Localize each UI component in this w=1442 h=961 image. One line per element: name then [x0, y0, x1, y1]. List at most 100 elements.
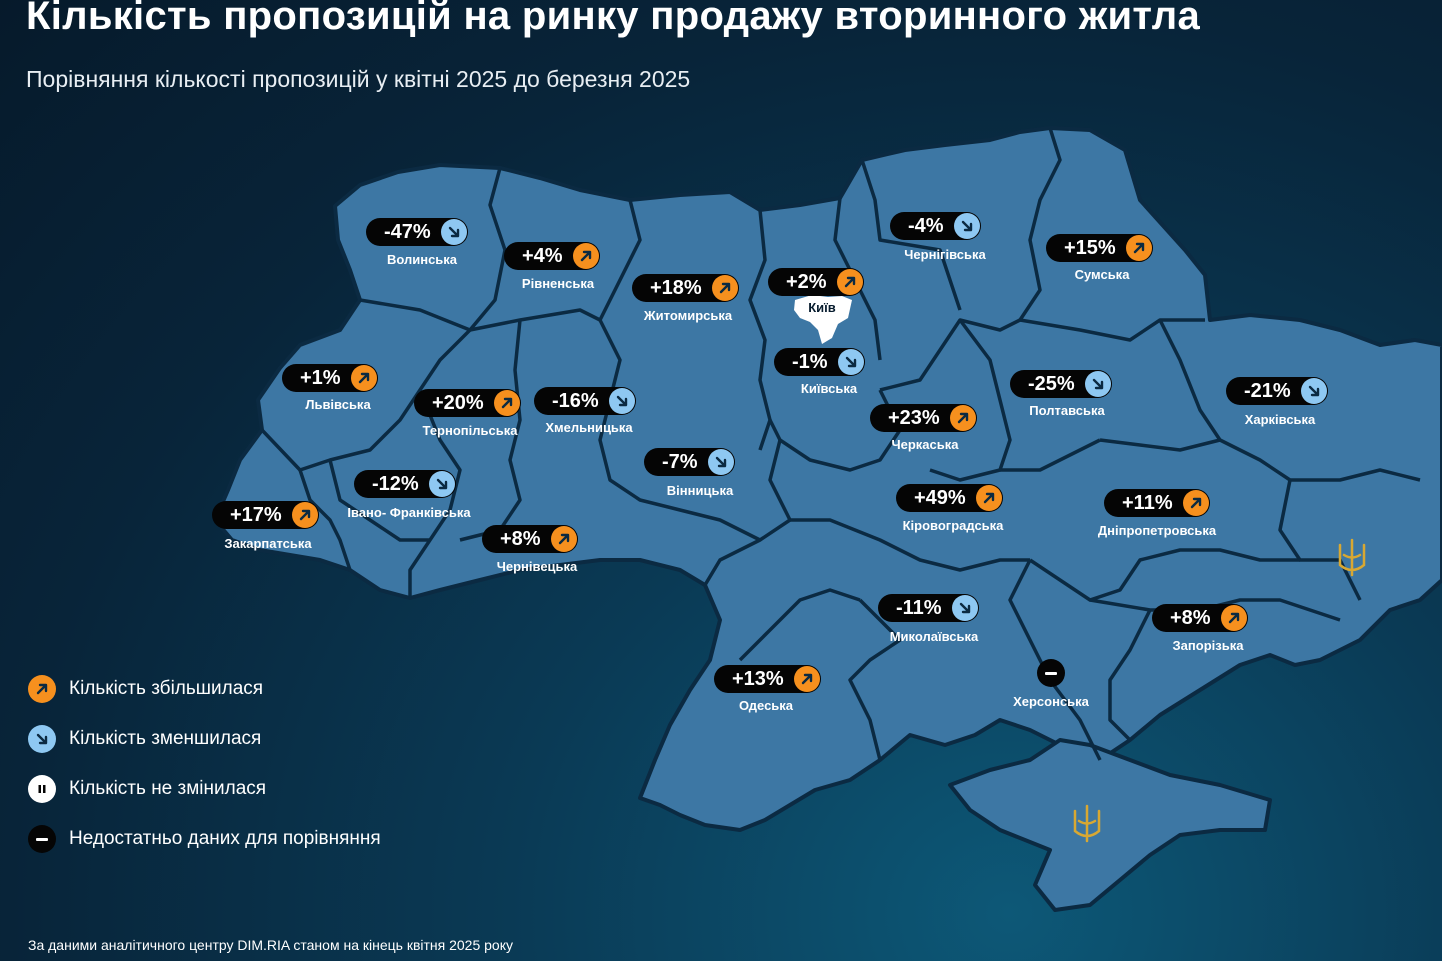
legend-label: Кількість зменшилася [69, 728, 262, 749]
badge-kharkivska: -21% [1226, 377, 1328, 405]
region-name: Сумська [1074, 267, 1130, 282]
legend-item-nodata: Недостатньо даних для порівняння [28, 814, 381, 864]
region-value: +1% [300, 366, 341, 389]
region-value: +11% [1122, 491, 1173, 514]
region-value: -12% [372, 472, 419, 495]
badge-ternopilska: +20% [414, 389, 521, 417]
arrow-down-right-icon [608, 388, 635, 414]
region-name: Вінницька [666, 483, 734, 498]
region-value: -7% [662, 450, 698, 473]
badge-khmelnytska: -16% [534, 387, 636, 415]
region-value: +13% [732, 667, 784, 690]
badge-sumska: +15% [1046, 234, 1153, 262]
region-value: +4% [522, 244, 563, 267]
arrow-down-right-icon [1300, 378, 1327, 404]
badge-chernivetska: +8% [482, 525, 578, 553]
badge-zaporizka: +8% [1152, 604, 1248, 632]
arrow-up-right-icon [975, 485, 1002, 511]
region-name: Запорізька [1172, 638, 1244, 653]
minus-icon [1037, 659, 1065, 687]
region-name: Чернігівська [904, 247, 986, 262]
badge-poltavska: -25% [1010, 370, 1112, 398]
pause-icon [28, 775, 56, 803]
legend-label: Кількість не змінилася [69, 778, 267, 799]
legend-item-increase: Кількість збільшилася [28, 664, 381, 714]
arrow-up-right-icon [1220, 605, 1247, 631]
page-title: Кількість пропозицій на ринку продажу вт… [26, 0, 1200, 38]
arrow-down-right-icon [707, 449, 734, 475]
region-value: -4% [908, 214, 944, 237]
badge-kirovohradska: +49% [896, 484, 1003, 512]
legend-label: Кількість збільшилася [69, 678, 264, 699]
region-name: Кіровоградська [902, 518, 1004, 533]
arrow-down-right-icon [440, 219, 467, 245]
arrow-down-right-icon [953, 213, 980, 239]
arrow-up-right-icon [493, 390, 520, 416]
region-name: Тернопільська [422, 423, 518, 438]
badge-kyivska: -1% [774, 348, 865, 376]
region-value: -11% [896, 596, 942, 619]
region-value: +49% [914, 486, 966, 509]
region-value: -47% [384, 220, 431, 243]
arrow-up-right-icon [350, 365, 377, 391]
trident-icon [1338, 538, 1366, 577]
arrow-down-right-icon [951, 595, 978, 621]
badge-zakarpatska: +17% [212, 501, 319, 529]
arrow-up-right-icon [1125, 235, 1152, 261]
region-value: +2% [786, 270, 827, 293]
region-value: +8% [500, 527, 541, 550]
badge-kyiv: +2% [768, 268, 864, 296]
region-value: +17% [230, 503, 282, 526]
legend-label: Недостатньо даних для порівняння [69, 828, 381, 849]
badge-rivnenska: +4% [504, 242, 600, 270]
kyiv-city-shape [794, 295, 852, 344]
minus-icon [28, 825, 56, 853]
region-name: Одеська [738, 698, 794, 713]
region-name: Київська [800, 381, 858, 396]
arrow-up-right-icon [949, 405, 976, 431]
arrow-up-right-icon [793, 666, 820, 692]
region-name: Хмельницька [545, 420, 633, 435]
region-value: +8% [1170, 606, 1211, 629]
region-name: Волинська [386, 252, 458, 267]
region-name: Харківська [1244, 412, 1316, 427]
region-value: +20% [432, 391, 484, 414]
region-value: -25% [1028, 372, 1075, 395]
region-name: Рівненська [521, 276, 595, 291]
legend-item-unchanged: Кількість не змінилася [28, 764, 381, 814]
arrow-down-right-icon [28, 725, 56, 753]
trident-icon [1073, 804, 1101, 843]
region-value: -1% [792, 350, 828, 373]
badge-odeska: +13% [714, 665, 821, 693]
region-name: Дніпропетровська [1097, 523, 1217, 538]
crimea-outline [948, 738, 1272, 912]
source-footnote: За даними аналітичного центру DIM.RIA ст… [28, 937, 514, 953]
region-name: Львівська [305, 397, 371, 412]
badge-cherkaska: +23% [870, 404, 977, 432]
region-value: +15% [1064, 236, 1116, 259]
region-value: -16% [552, 389, 599, 412]
arrow-down-right-icon [428, 471, 455, 497]
badge-lvivska: +1% [282, 364, 378, 392]
badge-volynska: -47% [366, 218, 468, 246]
arrow-up-right-icon [291, 502, 318, 528]
arrow-up-right-icon [711, 275, 738, 301]
badge-vinnytska: -7% [644, 448, 735, 476]
legend-item-decrease: Кількість зменшилася [28, 714, 381, 764]
region-value: +18% [650, 276, 702, 299]
region-value: -21% [1244, 379, 1291, 402]
arrow-up-right-icon [28, 675, 56, 703]
region-name: Івано- Франківська [347, 505, 471, 520]
page-subtitle: Порівняння кількості пропозицій у квітні… [26, 66, 691, 92]
arrow-up-right-icon [836, 269, 863, 295]
badge-ivano-frankivska: -12% [354, 470, 456, 498]
arrow-up-right-icon [1182, 490, 1209, 516]
legend: Кількість збільшилася Кількість зменшила… [28, 664, 381, 864]
region-name: Київ [808, 300, 836, 315]
region-name: Полтавська [1029, 403, 1105, 418]
ukraine-outline [213, 126, 1442, 832]
arrow-up-right-icon [550, 526, 577, 552]
badge-mykolaivska: -11% [878, 594, 979, 622]
region-name: Миколаївська [889, 629, 979, 644]
